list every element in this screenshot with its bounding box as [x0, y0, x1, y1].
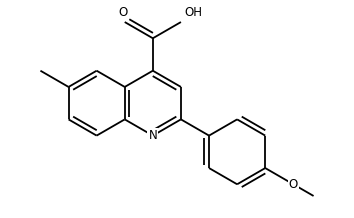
Text: O: O	[289, 178, 298, 191]
Text: OH: OH	[184, 7, 202, 19]
Text: O: O	[118, 7, 128, 19]
Text: N: N	[148, 129, 157, 142]
